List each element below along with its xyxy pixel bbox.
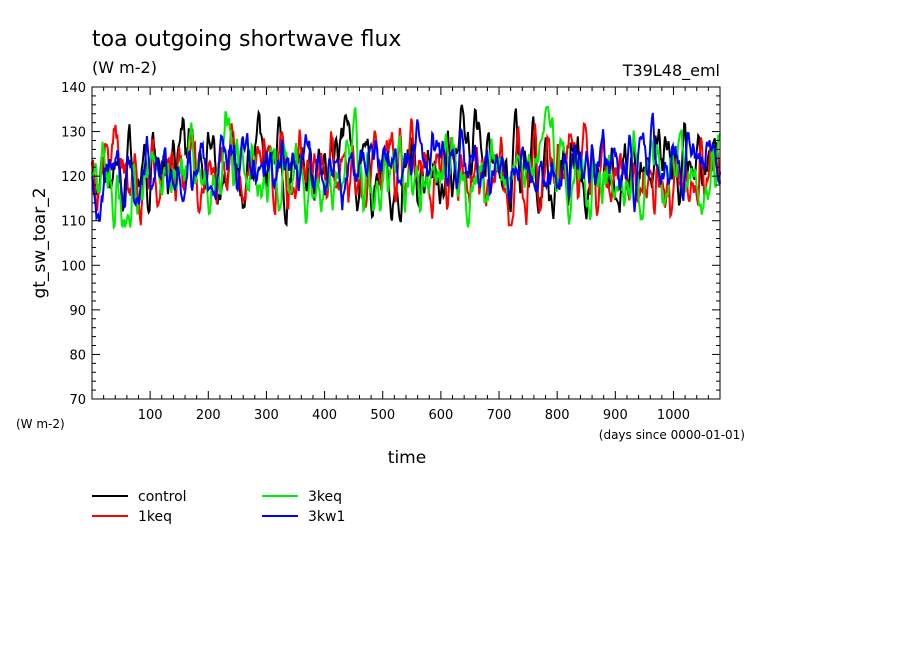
x-tick-label: 900 — [603, 408, 628, 423]
y-tick-label: 70 — [69, 393, 86, 408]
x-tick-labels: 100 200 300 400 500 600 700 800 900 1000 — [138, 408, 690, 423]
series-line-3kw1 — [91, 112, 721, 222]
y-axis-title: gt_sw_toar_2 — [30, 187, 50, 298]
run-label: T39L48_eml — [622, 61, 720, 81]
y-tick-labels: 70 80 90 100 110 120 130 140 — [61, 81, 86, 408]
x-tick-label: 300 — [254, 408, 279, 423]
legend-label-3keq: 3keq — [308, 489, 342, 505]
y-tick-label: 90 — [69, 304, 86, 319]
legend-label-control: control — [138, 489, 187, 505]
y-tick-label: 140 — [61, 81, 86, 96]
chart-units: (W m-2) — [92, 58, 157, 77]
chart-title: toa outgoing shortwave flux — [92, 27, 401, 52]
plot-lines — [91, 104, 721, 231]
y-units-label: (W m-2) — [16, 417, 65, 431]
x-tick-label: 500 — [370, 408, 395, 423]
y-tick-label: 110 — [61, 215, 86, 230]
x-tick-label: 200 — [196, 408, 221, 423]
x-axis-title: time — [388, 448, 426, 468]
plot-frame — [91, 86, 721, 400]
y-tick-label: 100 — [61, 259, 86, 274]
x-tick-label: 400 — [312, 408, 337, 423]
x-tick-label: 700 — [487, 408, 512, 423]
x-tick-label: 800 — [545, 408, 570, 423]
axes — [91, 86, 721, 400]
x-tick-label: 100 — [138, 408, 163, 423]
y-tick-label: 120 — [61, 170, 86, 185]
x-tick-label: 600 — [428, 408, 453, 423]
legend-label-1keq: 1keq — [138, 509, 172, 525]
x-tick-label: 1000 — [657, 408, 690, 423]
y-tick-label: 80 — [69, 348, 86, 363]
x-units-label: (days since 0000-01-01) — [599, 428, 745, 442]
legend-label-3kw1: 3kw1 — [308, 509, 345, 525]
legend: control 1keq 3keq 3kw1 — [92, 489, 345, 525]
y-tick-label: 130 — [61, 126, 86, 141]
